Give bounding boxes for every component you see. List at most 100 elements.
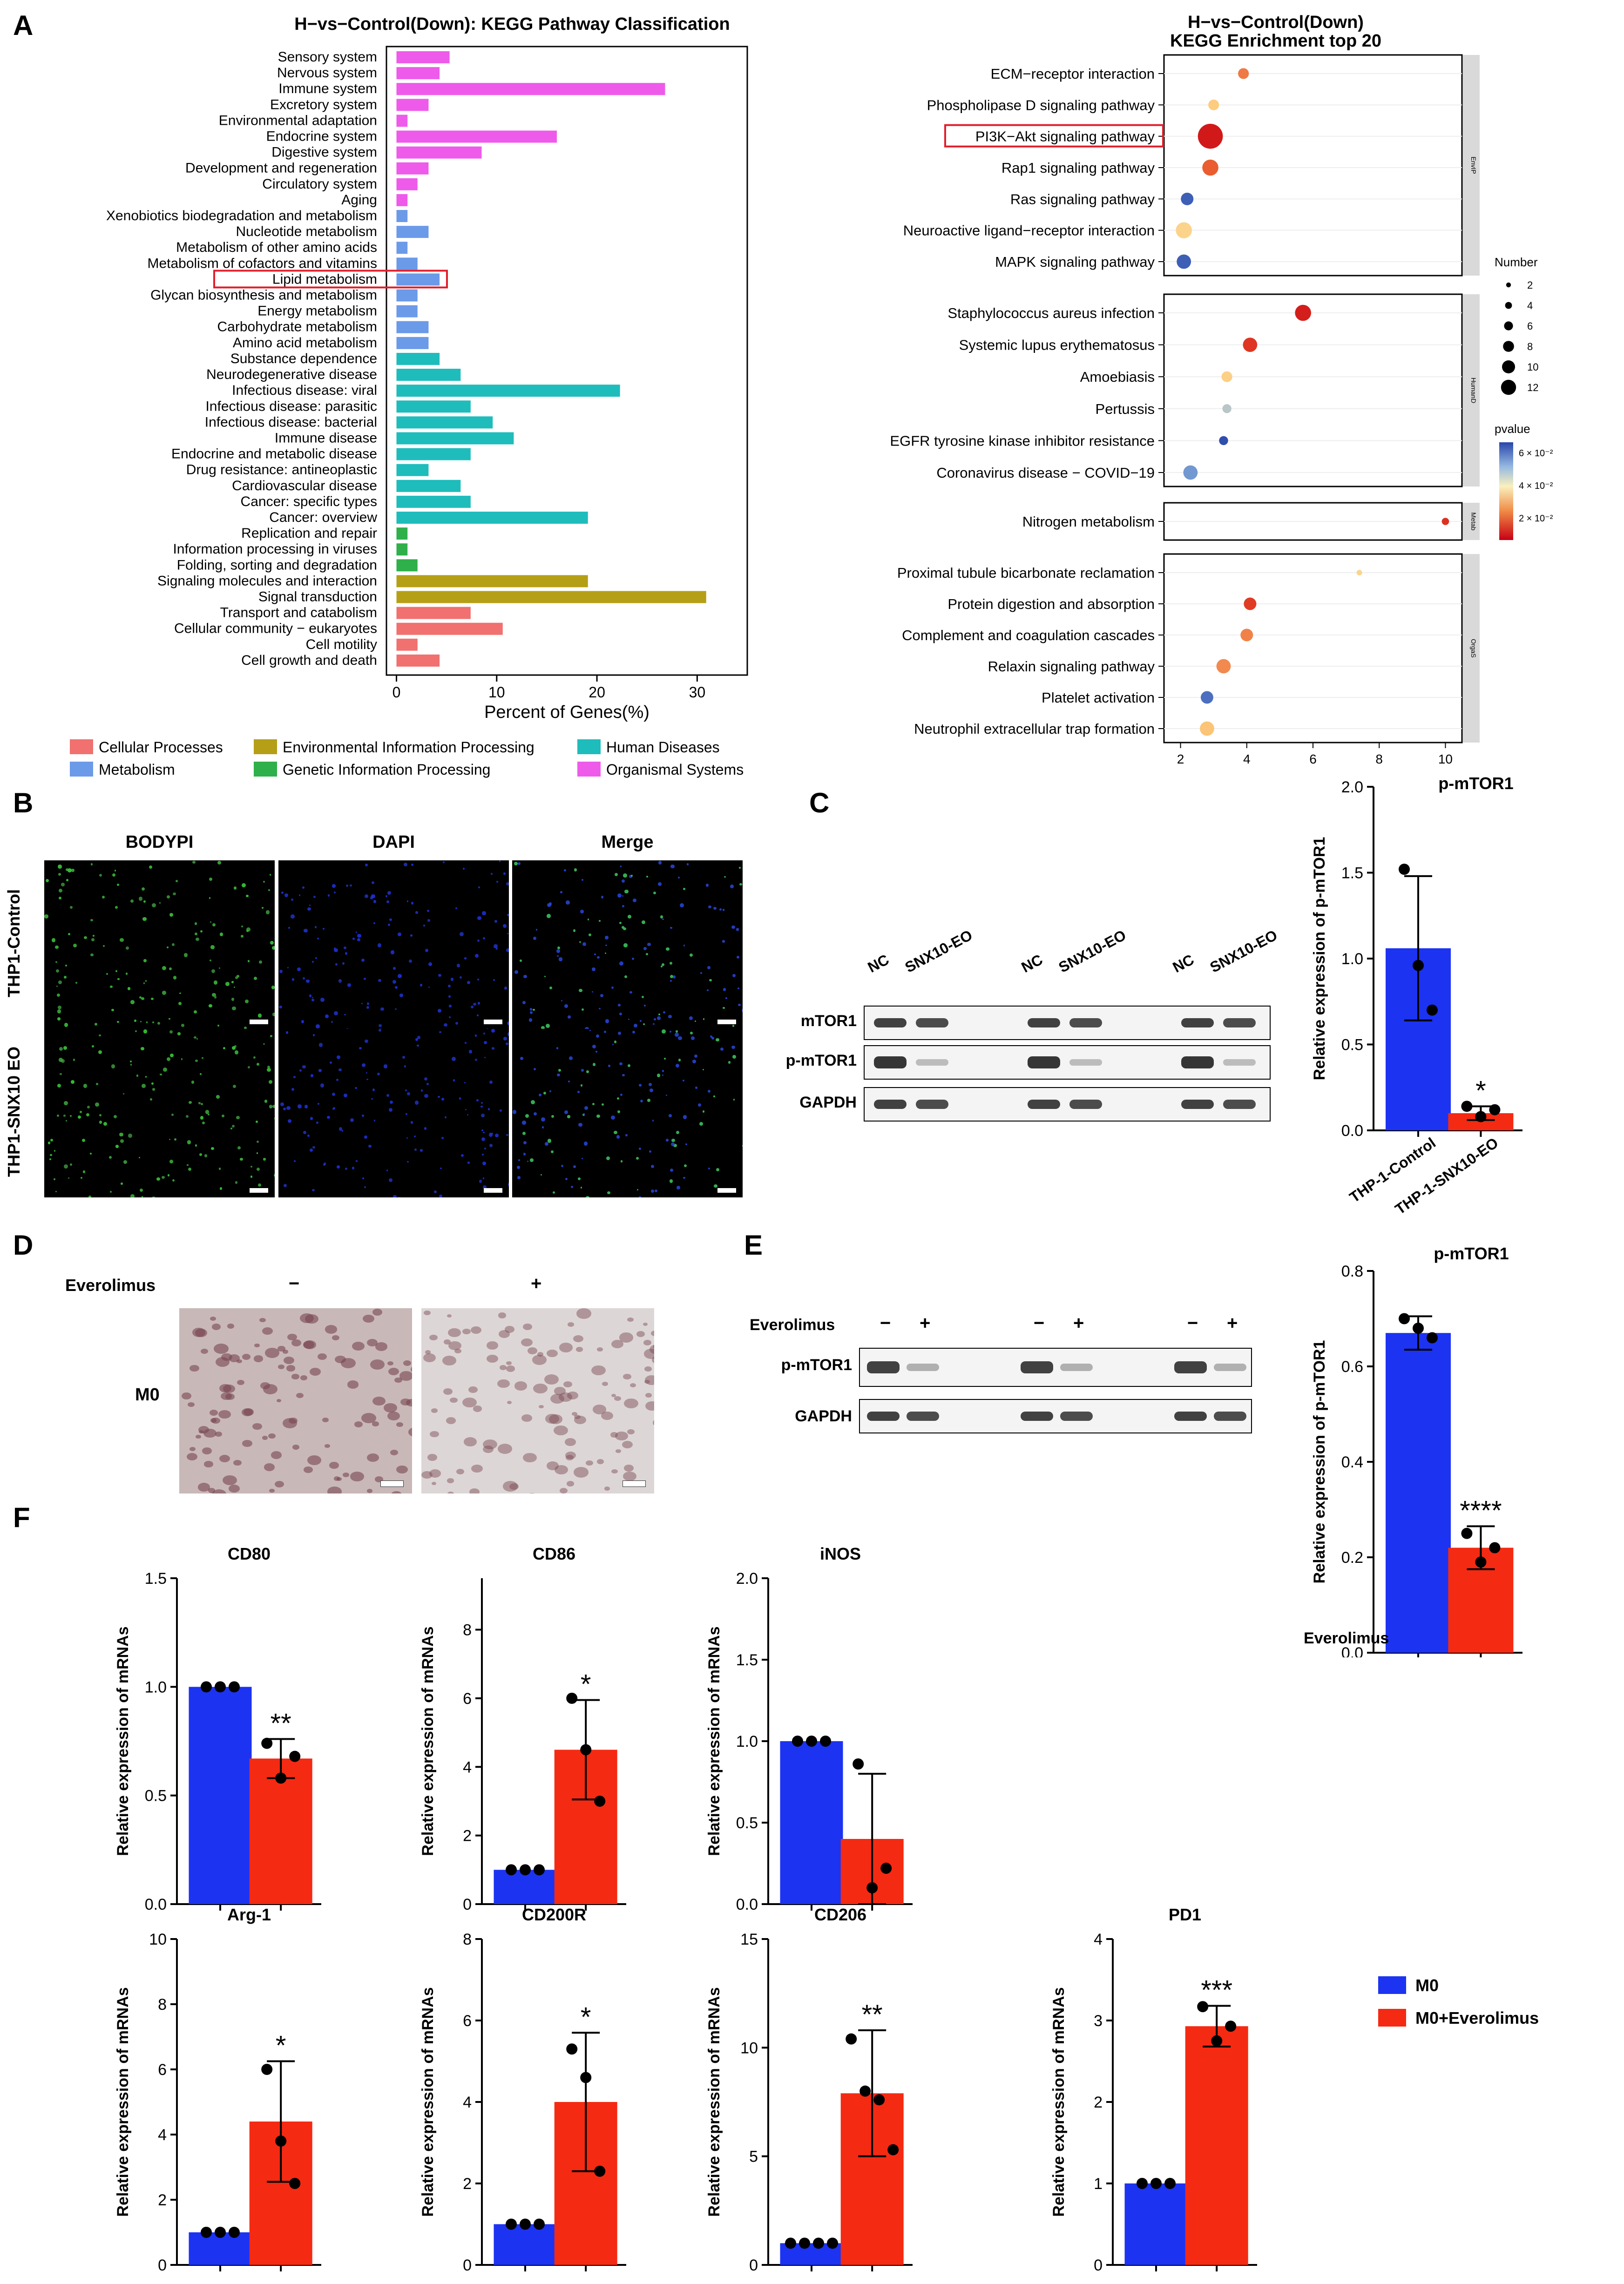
cell-dot: [366, 1489, 372, 1493]
cell-dot: [404, 1065, 406, 1068]
panel-f-mrna-charts: CD80 0.0 0.5 1.0 1.5 Relative expression of m…: [114, 1544, 1539, 2274]
cell-dot: [152, 1021, 155, 1023]
y-tick-label: 1.0: [736, 1733, 758, 1750]
cell-dot: [284, 893, 288, 897]
cell-dot: [222, 1115, 225, 1118]
cell-dot: [183, 953, 188, 957]
cell-dot: [272, 1104, 275, 1108]
data-point: [289, 2178, 301, 2189]
cell-dot: [378, 943, 382, 947]
cell-dot: [462, 1397, 477, 1408]
cell-dot: [125, 973, 128, 975]
bar: [396, 210, 408, 223]
cell-dot: [713, 1184, 717, 1188]
cell-dot: [217, 860, 222, 865]
y-tick-label: 4: [463, 2094, 472, 2111]
bar: [396, 480, 461, 492]
cell-dot: [686, 863, 689, 865]
data-point: [859, 2085, 871, 2097]
cell-dot: [173, 892, 176, 896]
cell-dot: [666, 947, 670, 951]
cell-dot: [174, 1138, 177, 1141]
cell-dot: [699, 1122, 704, 1126]
cell-dot: [366, 1078, 368, 1080]
cell-dot: [345, 1168, 347, 1170]
y-axis-label: Relative expression of mRNAs: [419, 1987, 437, 2216]
cell-dot: [130, 1000, 135, 1005]
cell-dot: [270, 940, 274, 945]
cell-dot: [117, 1020, 119, 1023]
cell-dot: [728, 1061, 731, 1064]
cell-dot: [393, 967, 396, 970]
cell-dot: [463, 868, 465, 870]
color-legend-title: pvalue: [1495, 422, 1530, 436]
cell-dot: [303, 1466, 313, 1473]
cell-dot: [288, 1418, 298, 1424]
y-axis-label: Relative expression of mRNAs: [114, 1626, 132, 1856]
cell-dot: [645, 1401, 654, 1411]
cell-dot: [291, 1088, 295, 1091]
cell-dot: [372, 1421, 379, 1426]
cell-dot: [503, 872, 506, 875]
cell-dot: [619, 1332, 634, 1343]
cell-dot: [559, 1343, 573, 1353]
cell-dot: [257, 1141, 259, 1143]
cell-dot: [465, 1108, 467, 1111]
cell-dot: [60, 1073, 62, 1075]
cell-dot: [430, 1431, 439, 1438]
cell-dot: [522, 1121, 526, 1125]
cell-dot: [722, 940, 725, 943]
cell-dot: [283, 1356, 294, 1364]
cell-dot: [388, 1368, 399, 1376]
category-label: Metabolism of other amino acids: [176, 240, 377, 255]
cell-dot: [371, 894, 375, 899]
cell-dot: [529, 1008, 532, 1011]
cell-dot: [707, 1090, 710, 1093]
cell-dot: [352, 1167, 355, 1169]
bar: [396, 543, 408, 556]
cell-dot: [117, 978, 120, 980]
cell-dot: [632, 1031, 636, 1034]
cell-dot: [627, 1317, 634, 1322]
cell-dot: [629, 991, 632, 994]
cell-dot: [395, 1008, 397, 1010]
cell-dot: [372, 1088, 375, 1091]
data-point: [1413, 1323, 1424, 1334]
term-label: Neuroactive ligand−receptor interaction: [903, 223, 1155, 239]
cell-dot: [446, 1417, 456, 1425]
cell-dot: [506, 1134, 508, 1136]
cell-dot: [669, 1179, 673, 1183]
cell-dot: [287, 966, 289, 968]
cell-dot: [317, 1353, 327, 1360]
cell-dot: [68, 1177, 69, 1179]
cell-dot: [49, 1158, 52, 1160]
cell-dot: [250, 1165, 252, 1168]
cell-dot: [119, 1132, 123, 1137]
bar: [396, 178, 418, 190]
cell-dot: [643, 947, 647, 951]
cell-dot: [507, 1400, 512, 1404]
cell-dot: [505, 1326, 515, 1333]
cell-dot: [622, 905, 624, 907]
cell-dot: [65, 1120, 68, 1122]
bar: [1386, 1333, 1451, 1653]
cell-dot: [545, 1142, 549, 1146]
cell-dot: [670, 1169, 674, 1172]
cell-dot: [240, 1157, 243, 1161]
data-point: [506, 1864, 517, 1876]
cell-dot: [346, 885, 349, 887]
category-label: Circulatory system: [262, 176, 377, 192]
cell-dot: [474, 1034, 477, 1037]
cell-dot: [282, 1350, 289, 1354]
cell-dot: [343, 1472, 350, 1477]
cell-dot: [523, 1453, 537, 1463]
cell-dot: [462, 1328, 471, 1335]
cell-dot: [624, 889, 629, 894]
cell-dot: [55, 961, 57, 963]
cell-dot: [88, 1196, 91, 1197]
enrichment-dot: [1356, 570, 1362, 575]
cell-dot: [374, 1120, 376, 1122]
cell-dot: [292, 1445, 300, 1450]
cell-dot: [162, 966, 166, 970]
cell-dot: [345, 952, 348, 955]
